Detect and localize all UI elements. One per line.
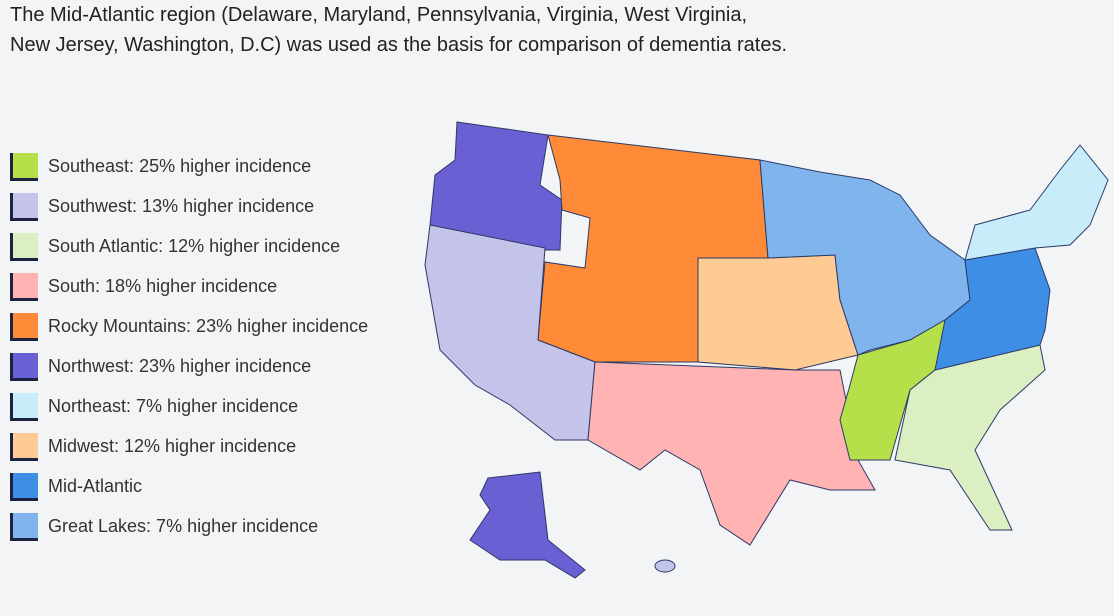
title-line: The Mid-Atlantic region (Delaware, Maryl… — [10, 4, 748, 26]
legend-label: Northeast: 7% higher incidence — [48, 396, 298, 416]
title-line: New Jersey, Washington, D.C) was used as… — [10, 34, 788, 56]
map-region — [964, 144, 1109, 261]
legend-label: Southeast: 25% higher incidence — [48, 156, 311, 176]
legend-swatch — [13, 353, 38, 378]
legend-swatch — [13, 233, 38, 258]
legend-swatch — [13, 513, 38, 538]
legend-swatch — [13, 393, 38, 418]
map-region — [654, 559, 676, 573]
legend-label: Great Lakes: 7% higher incidence — [48, 516, 318, 536]
legend-label: Southwest: 13% higher incidence — [48, 196, 314, 216]
legend-swatch — [13, 153, 38, 178]
legend-label: Midwest: 12% higher incidence — [48, 436, 296, 456]
legend-swatch — [13, 313, 38, 338]
map-region — [894, 344, 1046, 531]
map-region — [934, 247, 1051, 371]
legend-label: Mid-Atlantic — [48, 476, 142, 496]
legend-swatch — [13, 433, 38, 458]
legend-swatch — [13, 473, 38, 498]
map-region — [424, 224, 596, 441]
map-region — [697, 254, 859, 371]
map-region — [469, 471, 586, 579]
legend-label: South: 18% higher incidence — [48, 276, 277, 296]
legend-swatch — [13, 273, 38, 298]
legend-swatch — [13, 193, 38, 218]
legend-label: Northwest: 23% higher incidence — [48, 356, 311, 376]
map-region — [587, 361, 876, 546]
legend-label: South Atlantic: 12% higher incidence — [48, 236, 340, 256]
legend-label: Rocky Mountains: 23% higher incidence — [48, 316, 368, 336]
